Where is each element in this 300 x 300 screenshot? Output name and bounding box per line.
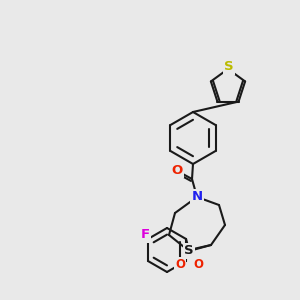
Text: O: O [193, 257, 203, 271]
Text: S: S [224, 61, 234, 74]
Text: F: F [140, 229, 149, 242]
Text: N: N [191, 190, 203, 203]
Text: O: O [171, 164, 183, 176]
Text: S: S [184, 244, 194, 257]
Text: O: O [175, 257, 185, 271]
